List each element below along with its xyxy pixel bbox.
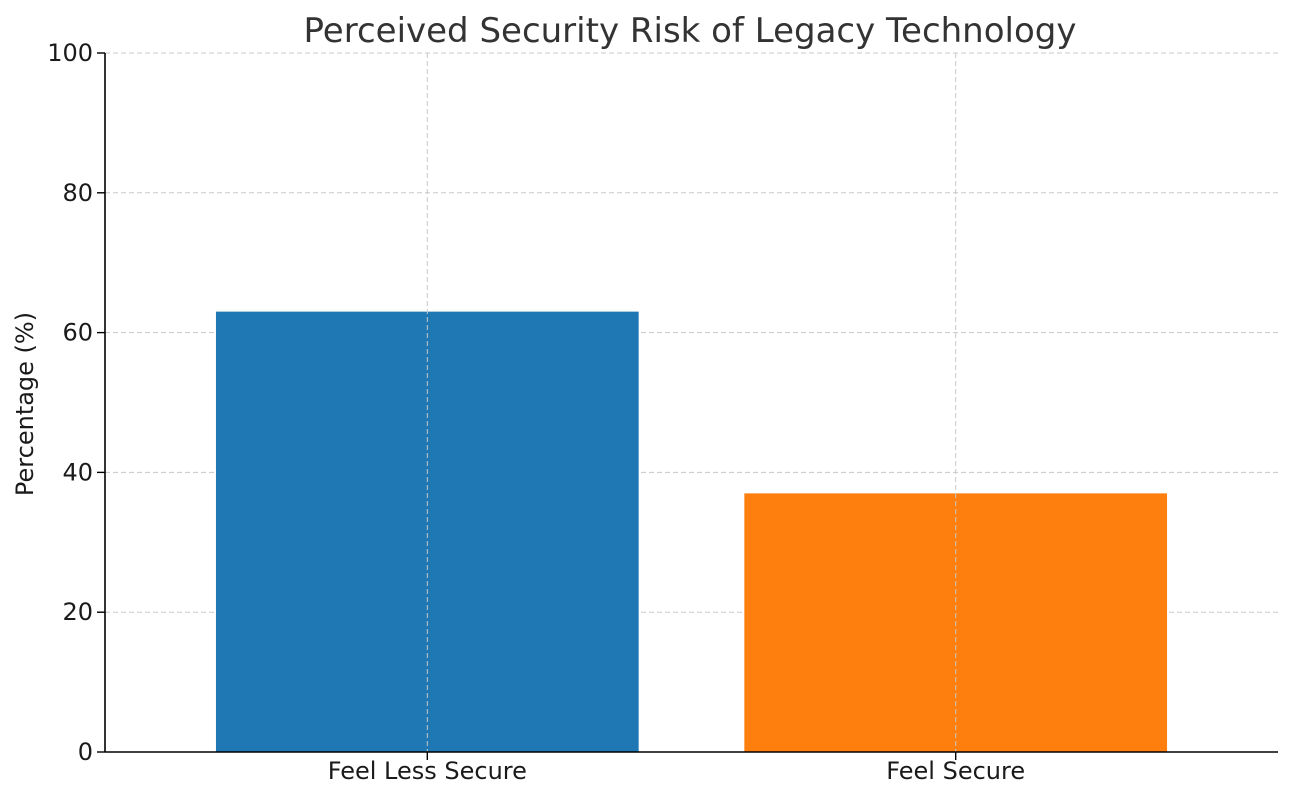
y-tick-label: 80	[62, 179, 93, 207]
axes	[104, 53, 1278, 753]
y-ticks: 0 20 40 60 80 100	[47, 39, 105, 766]
y-tick-label: 40	[62, 458, 93, 486]
y-tick-label: 100	[47, 39, 93, 67]
y-tick-label: 20	[62, 598, 93, 626]
x-ticks: Feel Less Secure Feel Secure	[328, 752, 1025, 785]
bars	[215, 311, 1168, 752]
x-tick-label: Feel Secure	[886, 757, 1025, 785]
y-axis-label: Percentage (%)	[11, 312, 39, 496]
x-tick-label: Feel Less Secure	[328, 757, 527, 785]
y-tick-label: 0	[78, 738, 93, 766]
vertical-grid	[426, 53, 957, 752]
y-tick-label: 60	[62, 319, 93, 347]
chart-title: Perceived Security Risk of Legacy Techno…	[304, 11, 1077, 51]
